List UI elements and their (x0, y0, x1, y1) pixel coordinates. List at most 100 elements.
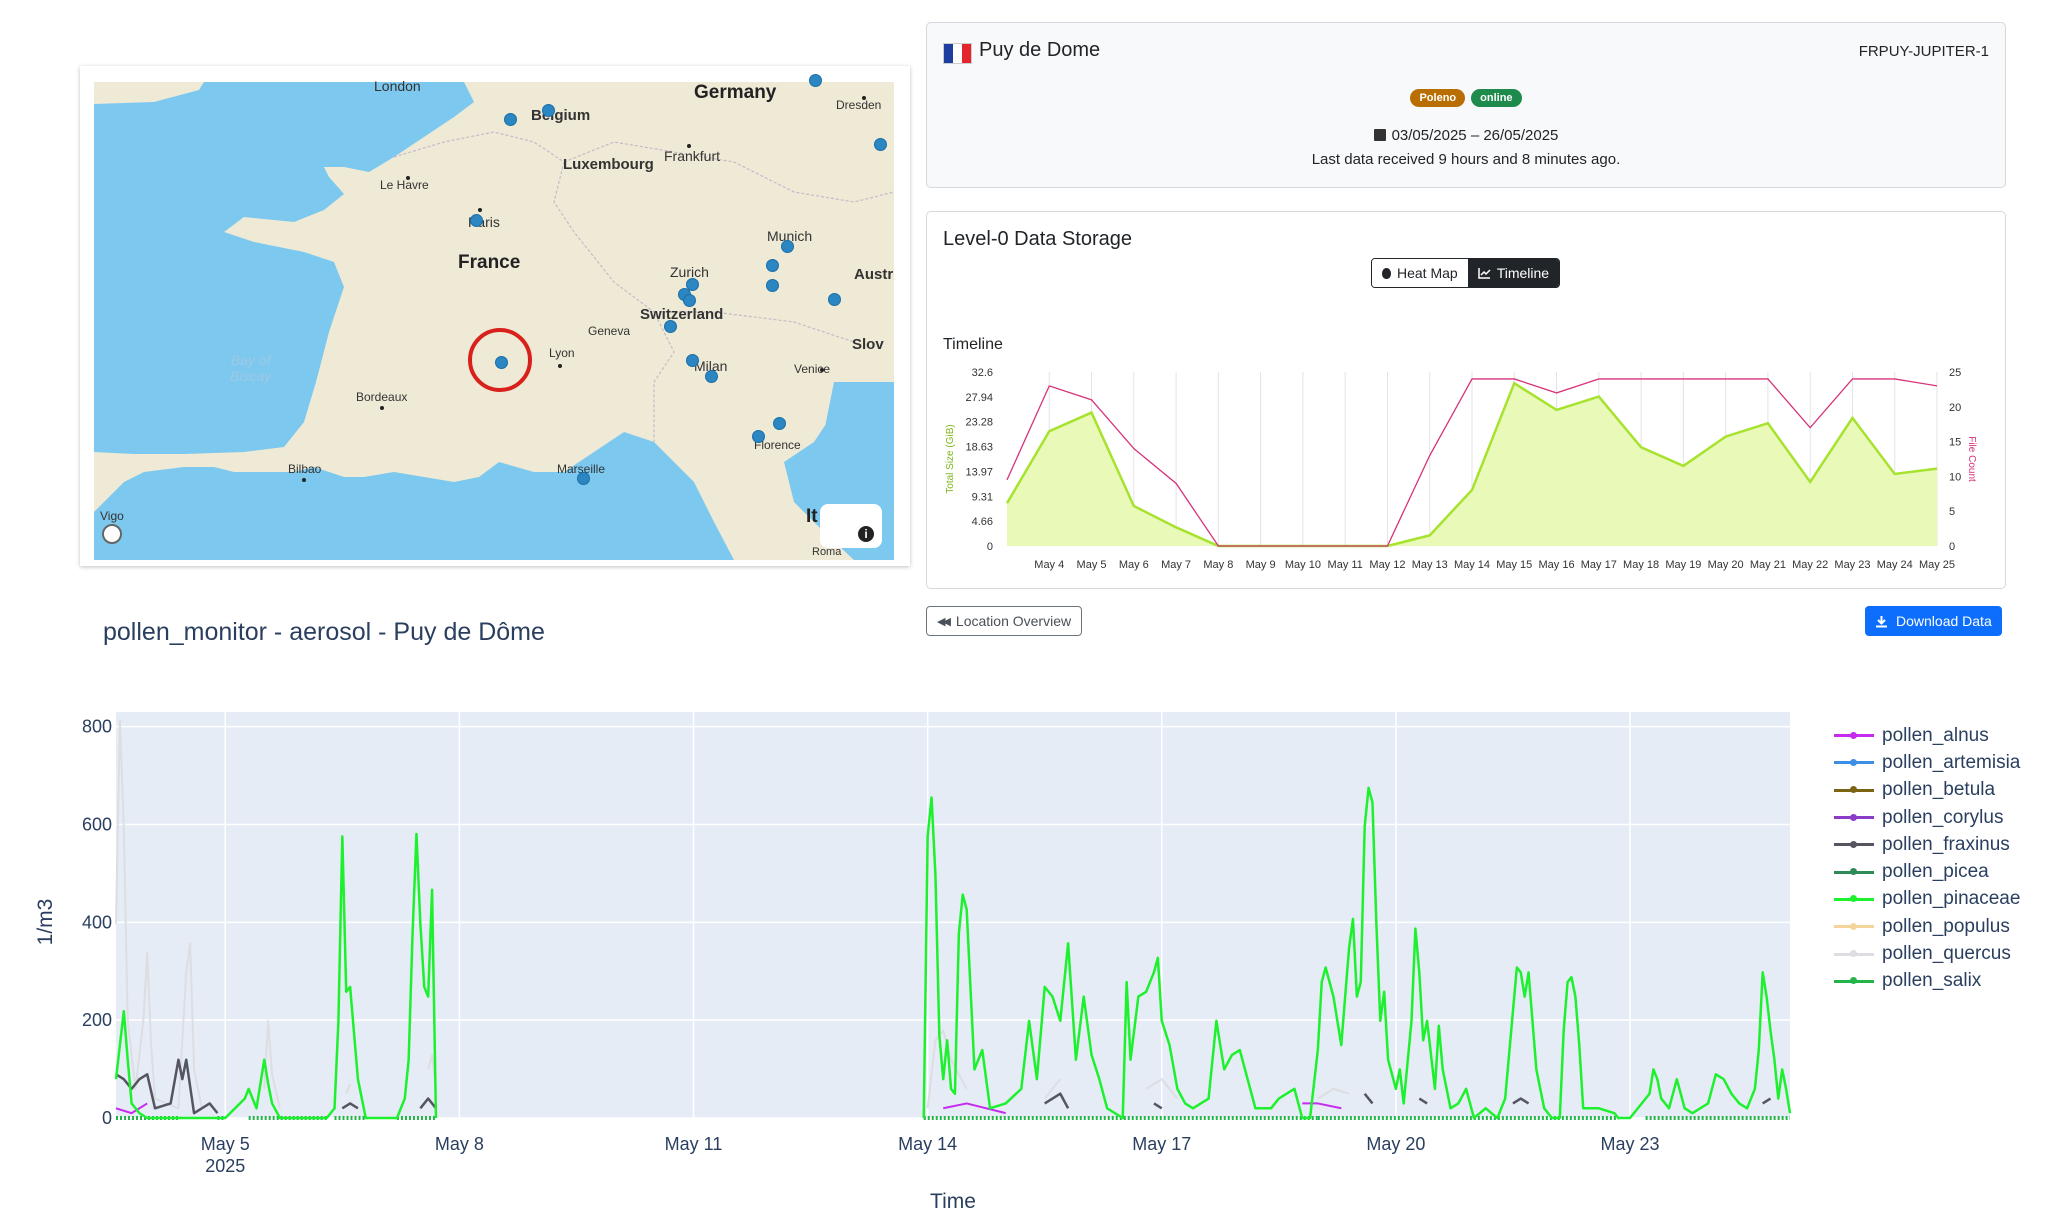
station-marker[interactable] (683, 294, 696, 307)
view-toggle: Heat Map Timeline (1371, 258, 1561, 288)
y-tick-label: 9.31 (972, 491, 993, 503)
city-dot (478, 208, 482, 212)
status-badge: online (1471, 89, 1522, 107)
legend-item-artemisia[interactable]: pollen_artemisia (1834, 749, 2020, 776)
legend-item-alnus[interactable]: pollen_alnus (1834, 722, 2020, 749)
station-marker[interactable] (542, 104, 555, 117)
plot-title: pollen_monitor - aerosol - Puy de Dôme (103, 618, 545, 646)
france-flag-icon (943, 43, 972, 64)
timeline-label: Timeline (1496, 265, 1550, 281)
station-marker[interactable] (752, 430, 765, 443)
station-marker[interactable] (874, 138, 887, 151)
pollen-time-series-chart[interactable]: 0 200 400 600 800 May 5 May 8 May 11 May 14 May 1… (0, 700, 1820, 1210)
city-dot (406, 176, 410, 180)
station-name: Puy de Dome (979, 39, 1101, 61)
x-tick-label: May 11 (665, 1134, 723, 1154)
map-label-frankfurt: Frankfurt (664, 148, 721, 164)
city-dot (687, 144, 691, 148)
map-canvas[interactable] (94, 82, 894, 560)
flag-stripe-white (953, 44, 962, 63)
station-marker[interactable] (664, 320, 677, 333)
download-icon (1876, 615, 1887, 627)
info-icon[interactable]: i (858, 526, 874, 542)
legend-item-betula[interactable]: pollen_betula (1834, 777, 2020, 804)
city-dot (380, 406, 384, 410)
x-tick-label: May 9 (1246, 559, 1276, 571)
map-label-italy: It (806, 506, 818, 527)
map-label-austria: Austr (854, 266, 894, 283)
location-map[interactable]: London Germany Belgium Dresden Luxembour… (80, 66, 910, 566)
station-badges: Poleno online (927, 89, 2005, 107)
map-label-florence: Florence (754, 438, 801, 452)
station-marker[interactable] (781, 240, 794, 253)
y2-tick-label: 5 (1949, 506, 1955, 518)
station-marker[interactable] (705, 370, 718, 383)
timeline-toggle-button[interactable]: Timeline (1467, 259, 1560, 287)
map-label-marseille: Marseille (557, 462, 606, 476)
calendar-icon (1373, 129, 1386, 141)
legend-item-fraxinus[interactable]: pollen_fraxinus (1834, 831, 2020, 858)
legend-label: pollen_alnus (1882, 724, 1989, 746)
legend-label: pollen_populus (1882, 915, 2010, 937)
y-tick-label: 4.66 (972, 516, 993, 528)
x-tick-label: May 5 (201, 1134, 250, 1154)
map-label-luxembourg: Luxembourg (563, 156, 654, 173)
map-label-milan: Milan (694, 358, 728, 374)
y2-tick-label: 20 (1949, 402, 1961, 414)
station-marker[interactable] (766, 259, 779, 272)
station-marker[interactable] (773, 417, 786, 430)
station-marker[interactable] (828, 293, 841, 306)
x-tick-label: May 25 (1919, 559, 1955, 571)
line-chart-icon (1477, 268, 1491, 279)
legend-item-salix[interactable]: pollen_salix (1834, 968, 2020, 995)
station-marker[interactable] (577, 472, 590, 485)
x-tick-label: May 12 (1369, 559, 1405, 571)
location-overview-button[interactable]: ◀◀ Location Overview (926, 606, 1083, 636)
x-tick-label: May 13 (1412, 559, 1448, 571)
map-label-bay-of-biscay: Bay of Biscay (230, 352, 272, 384)
y-tick-label: 13.97 (965, 466, 993, 478)
y-tick-label: 27.94 (965, 392, 993, 404)
legend-item-pinaceae[interactable]: pollen_pinaceae (1834, 886, 2020, 913)
y-tick-label: 23.28 (965, 417, 993, 429)
station-marker[interactable] (504, 113, 517, 126)
x-tick-label: May 4 (1034, 559, 1064, 571)
map-label-bordeaux: Bordeaux (356, 390, 408, 404)
y-tick-label: 200 (82, 1010, 112, 1030)
y2-tick-label: 0 (1949, 541, 1955, 553)
legend-item-corylus[interactable]: pollen_corylus (1834, 804, 2020, 831)
station-marker[interactable] (809, 74, 822, 87)
file-count-series-line (1006, 378, 1938, 547)
download-data-button[interactable]: Download Data (1865, 606, 2002, 636)
map-label-germany: Germany (694, 82, 777, 103)
size-area-fill (1007, 383, 1937, 546)
station-marker[interactable] (470, 214, 483, 227)
station-marker[interactable] (686, 278, 699, 291)
x-tick-year-label: 2025 (205, 1156, 245, 1176)
chart-legend: pollen_alnus pollen_artemisia pollen_betul… (1834, 722, 2020, 995)
y-tick-label: 400 (82, 912, 112, 932)
x-tick-label: May 23 (1834, 559, 1870, 571)
legend-item-populus[interactable]: pollen_populus (1834, 913, 2020, 940)
legend-item-quercus[interactable]: pollen_quercus (1834, 940, 2020, 967)
y-tick-label: 0 (987, 541, 993, 553)
legend-item-picea[interactable]: pollen_picea (1834, 858, 2020, 885)
x-tick-label: May 22 (1792, 559, 1828, 571)
legend-swatch (1834, 786, 1874, 794)
map-land (94, 82, 894, 560)
y-axis-label: Total Size (GiB) (945, 424, 956, 493)
x-axis-label: Time (930, 1190, 976, 1210)
legend-label: pollen_salix (1882, 970, 1982, 992)
y2-tick-label: 15 (1949, 437, 1961, 449)
station-marker[interactable] (766, 279, 779, 292)
series-line-pinaceae (114, 786, 1792, 1120)
x-tick-label: May 11 (1328, 559, 1363, 571)
legend-label: pollen_fraxinus (1882, 833, 2010, 855)
heatmap-toggle-button[interactable]: Heat Map (1372, 259, 1468, 287)
legend-label: pollen_pinaceae (1882, 888, 2021, 910)
data-storage-card: Level-0 Data Storage Heat Map Timeline T… (926, 211, 2006, 589)
legend-swatch (1834, 813, 1874, 821)
instrument-badge: Poleno (1410, 89, 1466, 107)
fire-icon (1382, 267, 1391, 279)
station-marker[interactable] (686, 354, 699, 367)
